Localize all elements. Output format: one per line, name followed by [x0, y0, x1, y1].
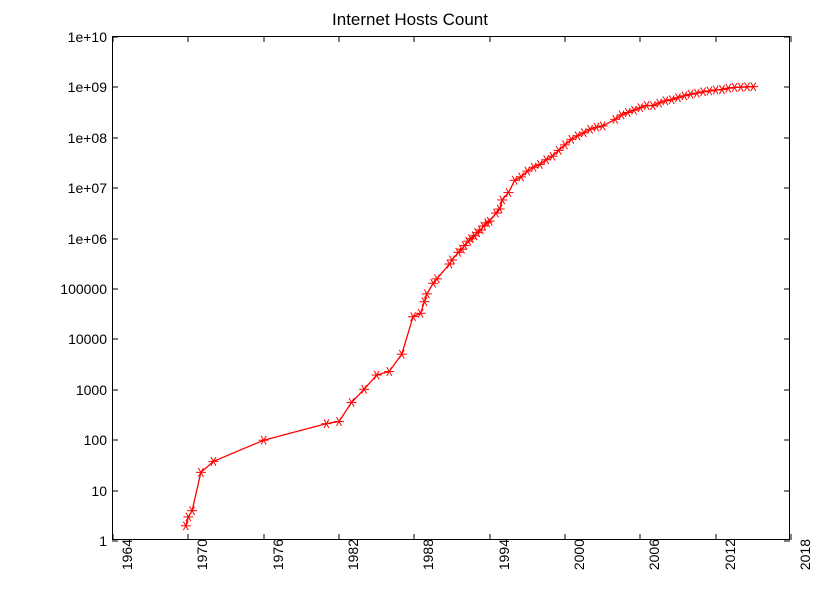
y-tick-mark	[784, 289, 790, 290]
x-tick-mark	[263, 534, 264, 540]
y-tick-mark	[112, 389, 118, 390]
y-tick-mark	[112, 188, 118, 189]
data-point-marker	[181, 522, 191, 531]
x-tick-mark	[791, 534, 792, 540]
x-tick-mark	[640, 36, 641, 42]
x-tick-mark	[113, 36, 114, 42]
y-tick-label: 100000	[60, 281, 113, 297]
y-tick-mark	[784, 37, 790, 38]
chart-container: Internet Hosts Count 1101001000100001000…	[0, 0, 820, 615]
y-tick-mark	[784, 339, 790, 340]
data-series	[113, 37, 791, 541]
x-tick-mark	[565, 36, 566, 42]
x-tick-mark	[565, 534, 566, 540]
y-tick-mark	[112, 440, 118, 441]
y-tick-mark	[112, 490, 118, 491]
y-tick-mark	[112, 238, 118, 239]
y-tick-mark	[784, 490, 790, 491]
data-point-marker	[591, 123, 601, 132]
x-tick-label: 1964	[113, 539, 135, 570]
data-point-marker	[660, 96, 670, 105]
x-tick-mark	[640, 534, 641, 540]
y-tick-mark	[784, 137, 790, 138]
x-tick-mark	[339, 534, 340, 540]
data-point-marker	[717, 85, 727, 94]
y-tick-mark	[112, 289, 118, 290]
y-tick-label: 1e+07	[68, 180, 113, 196]
data-point-marker	[679, 91, 689, 100]
data-point-marker	[598, 122, 608, 131]
x-tick-mark	[414, 36, 415, 42]
x-tick-mark	[113, 534, 114, 540]
x-tick-label: 2012	[716, 539, 738, 570]
data-point-marker	[397, 350, 407, 359]
x-tick-label: 1982	[339, 539, 361, 570]
y-tick-label: 1e+08	[68, 130, 113, 146]
x-tick-mark	[791, 36, 792, 42]
y-tick-label: 1e+06	[68, 231, 113, 247]
data-point-marker	[629, 106, 639, 115]
data-point-marker	[183, 513, 193, 522]
data-point-marker	[259, 436, 269, 445]
data-point-marker	[497, 196, 507, 205]
x-tick-mark	[339, 36, 340, 42]
y-tick-mark	[784, 389, 790, 390]
plot-area: 1101001000100001000001e+061e+071e+081e+0…	[112, 36, 790, 540]
x-tick-mark	[489, 36, 490, 42]
x-tick-label: 1994	[490, 539, 512, 570]
data-point-marker	[667, 95, 677, 104]
x-tick-label: 2018	[791, 539, 813, 570]
y-tick-mark	[784, 188, 790, 189]
data-point-marker	[384, 367, 394, 376]
data-point-marker	[723, 84, 733, 93]
data-point-marker	[623, 108, 633, 117]
y-tick-label: 1	[99, 533, 113, 549]
y-tick-label: 10	[91, 483, 113, 499]
data-point-marker	[422, 290, 432, 299]
x-tick-mark	[188, 534, 189, 540]
y-tick-label: 10000	[68, 331, 113, 347]
data-point-marker	[748, 82, 758, 91]
y-tick-mark	[112, 87, 118, 88]
x-tick-label: 2006	[640, 539, 662, 570]
y-tick-label: 1000	[76, 382, 113, 398]
data-point-marker	[673, 93, 683, 102]
y-tick-mark	[112, 137, 118, 138]
y-tick-mark	[784, 238, 790, 239]
y-tick-mark	[112, 339, 118, 340]
y-tick-label: 100	[84, 432, 113, 448]
data-point-marker	[187, 506, 197, 515]
x-tick-mark	[715, 36, 716, 42]
chart-title: Internet Hosts Count	[0, 10, 820, 30]
y-tick-mark	[784, 440, 790, 441]
data-point-marker	[321, 419, 331, 428]
y-tick-mark	[784, 541, 790, 542]
x-tick-label: 2000	[565, 539, 587, 570]
data-point-marker	[419, 297, 429, 306]
series-line	[186, 87, 754, 526]
x-tick-label: 1976	[264, 539, 286, 570]
y-tick-label: 1e+10	[68, 29, 113, 45]
x-tick-mark	[414, 534, 415, 540]
y-tick-label: 1e+09	[68, 79, 113, 95]
x-tick-label: 1988	[414, 539, 436, 570]
data-point-marker	[334, 417, 344, 426]
x-tick-mark	[489, 534, 490, 540]
x-tick-label: 1970	[188, 539, 210, 570]
data-point-marker	[504, 188, 514, 197]
data-point-marker	[635, 103, 645, 112]
y-tick-mark	[784, 87, 790, 88]
x-tick-mark	[188, 36, 189, 42]
x-tick-mark	[263, 36, 264, 42]
x-tick-mark	[715, 534, 716, 540]
